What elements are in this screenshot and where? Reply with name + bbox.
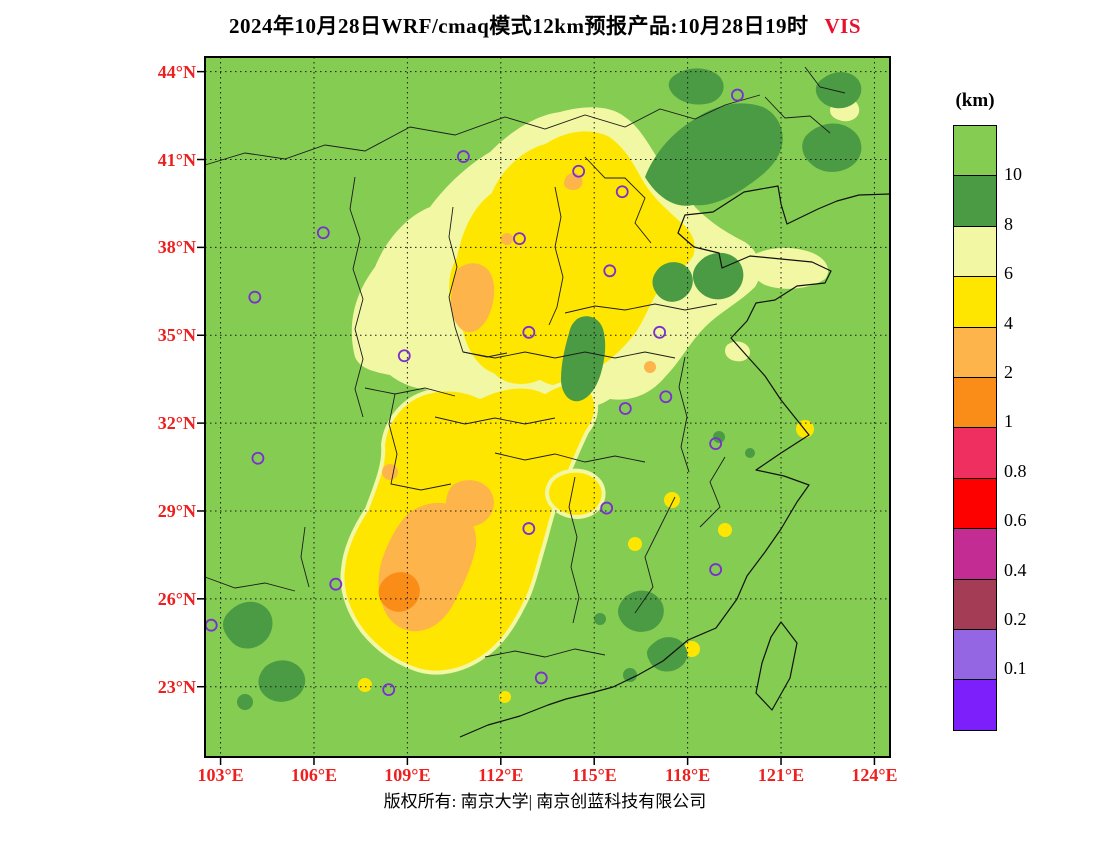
city-marker <box>397 349 411 363</box>
colorbar-tick-label: 8 <box>1004 213 1013 234</box>
map-canvas <box>197 56 891 765</box>
lat-tick-label: 44°N <box>157 61 196 82</box>
city-marker <box>534 671 548 685</box>
city-marker <box>522 522 536 535</box>
city-marker <box>709 563 723 576</box>
city-marker <box>248 290 262 304</box>
map-area <box>197 56 891 765</box>
lon-tick-label: 106°E <box>290 765 338 785</box>
city-marker <box>251 451 265 465</box>
coastline <box>459 185 891 738</box>
city-marker <box>659 390 673 404</box>
lon-tick-label: 121°E <box>757 765 805 785</box>
colorbar-tick-label: 0.4 <box>1004 559 1027 580</box>
colorbar-segment <box>954 326 996 377</box>
colorbar-tick-label: 0.8 <box>1004 460 1027 481</box>
lat-tick-label: 38°N <box>157 237 196 258</box>
colorbar-segment <box>954 225 996 277</box>
colorbar-tick-label: 0.1 <box>1004 658 1027 679</box>
lat-tick-label: 26°N <box>157 588 196 609</box>
colorbar-unit-label: (km) <box>955 90 995 111</box>
city-marker <box>382 683 396 697</box>
colorbar-tick-label: 10 <box>1004 164 1022 185</box>
colorbar-segment <box>954 477 996 529</box>
lat-tick-label: 23°N <box>157 676 196 697</box>
copyright-footer: 版权所有: 南京大学| 南京创蓝科技有限公司 <box>383 792 707 811</box>
lat-tick-label: 41°N <box>157 149 196 170</box>
colorbar-segment <box>954 126 996 176</box>
lon-tick-label: 103°E <box>197 765 244 785</box>
colorbar-segment <box>954 427 996 478</box>
city-marker <box>600 501 614 515</box>
city-marker <box>603 264 617 278</box>
map-frame <box>204 56 891 758</box>
lon-tick-label: 118°E <box>665 765 711 785</box>
lon-tick-label: 115°E <box>571 765 617 785</box>
colorbar-tick-label: 6 <box>1004 263 1013 284</box>
colorbar-segment <box>954 578 996 629</box>
page-title: 2024年10月28日WRF/cmaq模式12km预报产品:10月28日19时 V… <box>0 10 1090 40</box>
colorbar-tick-label: 1 <box>1004 411 1013 432</box>
city-marker <box>522 325 536 339</box>
city-marker <box>513 232 526 245</box>
city-marker <box>316 226 330 240</box>
lat-tick-label: 29°N <box>157 500 196 521</box>
city-marker <box>572 164 586 178</box>
colorbar-tick-label: 0.2 <box>1004 609 1027 629</box>
city-marker <box>618 402 632 415</box>
colorbar-segment <box>954 628 996 680</box>
colorbar-segment <box>954 376 996 428</box>
title-text: 2024年10月28日WRF/cmaq模式12km预报产品:10月28日19时 <box>228 14 809 38</box>
colorbar-segment <box>954 528 996 579</box>
city-markers <box>204 88 744 697</box>
city-marker <box>731 88 744 102</box>
colorbar-tick-label: 0.6 <box>1004 510 1027 531</box>
title-variable: VIS <box>824 14 862 38</box>
axis-ticks <box>197 70 876 765</box>
colorbar-segment <box>954 175 996 226</box>
province-boundaries <box>204 66 846 658</box>
lat-tick-label: 35°N <box>157 325 196 346</box>
lon-tick-label: 124°E <box>851 765 898 785</box>
city-marker <box>709 437 723 451</box>
visibility-fill-8-10km <box>223 68 862 710</box>
city-marker <box>457 150 470 163</box>
lat-tick-label: 32°N <box>157 413 196 434</box>
visibility-fill-1-2km <box>378 572 420 612</box>
colorbar-segment <box>954 679 996 730</box>
city-marker <box>329 577 343 591</box>
colorbar <box>953 125 997 731</box>
colorbar-tick-label: 4 <box>1004 312 1013 333</box>
city-marker <box>653 325 666 339</box>
colorbar-segment <box>954 276 996 327</box>
colorbar-tick-label: 2 <box>1004 362 1013 382</box>
lon-tick-label: 109°E <box>384 765 431 785</box>
city-marker <box>615 185 629 199</box>
lon-tick-label: 112°E <box>478 765 524 785</box>
